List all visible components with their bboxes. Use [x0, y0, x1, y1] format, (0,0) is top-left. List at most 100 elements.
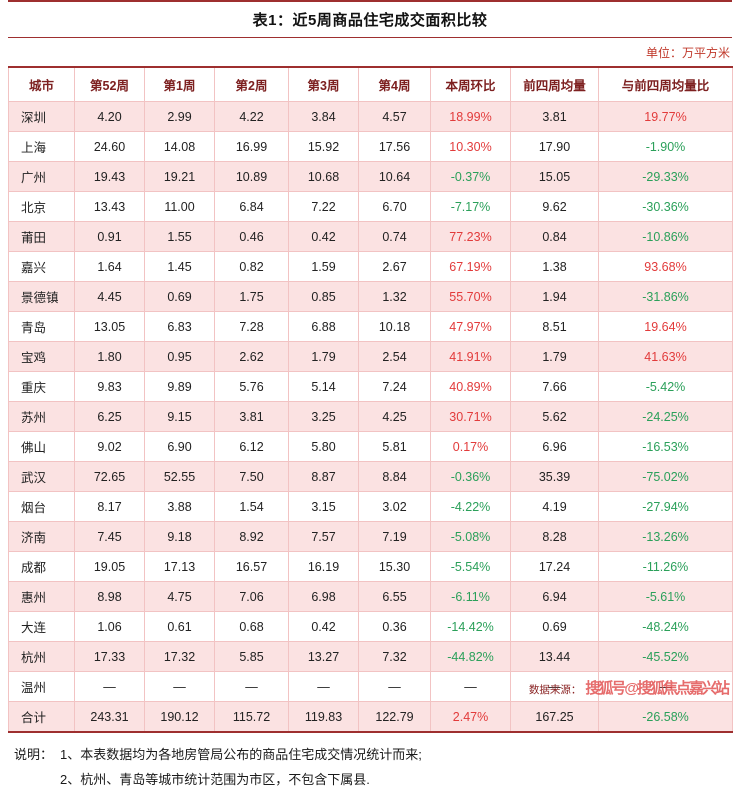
value-cell: 8.28 — [510, 521, 599, 552]
value-cell: 16.19 — [288, 551, 359, 582]
value-cell: -0.37% — [430, 161, 511, 192]
city-cell: 杭州 — [8, 641, 75, 672]
value-cell: -16.53% — [598, 431, 733, 462]
watermark-text: 搜狐号@搜狐焦点嘉兴站 — [585, 680, 730, 697]
value-cell: 17.90 — [510, 131, 599, 162]
table-row: 成都 19.05 17.13 16.57 16.19 15.30 -5.54% 17.24 -1… — [8, 551, 733, 582]
table-row: 深圳 4.20 2.99 4.22 3.84 4.57 18.99% 3.81 19.77% — [8, 101, 733, 132]
value-cell: -7.17% — [430, 191, 511, 222]
value-cell: 2.67 — [358, 251, 431, 282]
value-cell: — — [74, 671, 145, 702]
table-row: 济南 7.45 9.18 8.92 7.57 7.19 -5.08% 8.28 -13.26% — [8, 521, 733, 552]
note-line-1: 说明： 1、本表数据均为各地房管局公布的商品住宅成交情况统计而来; — [14, 742, 732, 767]
city-cell: 上海 — [8, 131, 75, 162]
value-cell: 2.62 — [214, 341, 289, 372]
value-cell: 11.00 — [144, 191, 215, 222]
value-cell: 41.63% — [598, 341, 733, 372]
value-cell: 190.12 — [144, 701, 215, 733]
value-cell: 5.85 — [214, 641, 289, 672]
value-cell: -13.26% — [598, 521, 733, 552]
value-cell: 19.05 — [74, 551, 145, 582]
value-cell: 1.55 — [144, 221, 215, 252]
column-header-5: 第4周 — [358, 67, 431, 102]
value-cell: — — [510, 671, 599, 702]
value-cell: 1.64 — [74, 251, 145, 282]
source-row: 数据来源： 搜狐号@搜狐焦点嘉兴站 — [528, 677, 730, 698]
source-label: 数据来源： — [528, 684, 582, 696]
table-row: 大连 1.06 0.61 0.68 0.42 0.36 -14.42% 0.69 -48.24% — [8, 611, 733, 642]
value-cell: 122.79 — [358, 701, 431, 733]
value-cell: 15.05 — [510, 161, 599, 192]
value-cell: -24.25% — [598, 401, 733, 432]
value-cell: 7.22 — [288, 191, 359, 222]
value-cell: 13.44 — [510, 641, 599, 672]
value-cell: 7.28 — [214, 311, 289, 342]
value-cell: -48.24% — [598, 611, 733, 642]
value-cell: 3.84 — [288, 101, 359, 132]
data-table: 城市 第52周 第1周 第2周 第3周 第4周 本周环比 前四周均量 与前四周均量比 深圳 4.2… — [8, 66, 733, 733]
value-cell: — — [358, 671, 431, 702]
value-cell: 19.21 — [144, 161, 215, 192]
city-cell: 大连 — [8, 611, 75, 642]
value-cell: 72.65 — [74, 461, 145, 492]
value-cell: 3.88 — [144, 491, 215, 522]
value-cell: 115.72 — [214, 701, 289, 733]
table-row: 宝鸡 1.80 0.95 2.62 1.79 2.54 41.91% 1.79 41.63% — [8, 341, 733, 372]
table-row: 温州 — — — — — — — — — [8, 671, 733, 702]
table-row: 嘉兴 1.64 1.45 0.82 1.59 2.67 67.19% 1.38 93.68% — [8, 251, 733, 282]
value-cell: 0.84 — [510, 221, 599, 252]
value-cell: 1.79 — [288, 341, 359, 372]
table-row: 惠州 8.98 4.75 7.06 6.98 6.55 -6.11% 6.94 -5.61% — [8, 581, 733, 612]
value-cell: 9.62 — [510, 191, 599, 222]
value-cell: 0.74 — [358, 221, 431, 252]
value-cell: 0.36 — [358, 611, 431, 642]
value-cell: 1.59 — [288, 251, 359, 282]
value-cell: 17.32 — [144, 641, 215, 672]
value-cell: 3.25 — [288, 401, 359, 432]
value-cell: 5.76 — [214, 371, 289, 402]
city-cell: 重庆 — [8, 371, 75, 402]
value-cell: — — [430, 671, 511, 702]
city-cell: 烟台 — [8, 491, 75, 522]
value-cell: 16.99 — [214, 131, 289, 162]
value-cell: 4.20 — [74, 101, 145, 132]
value-cell: 6.84 — [214, 191, 289, 222]
city-cell: 济南 — [8, 521, 75, 552]
value-cell: 6.83 — [144, 311, 215, 342]
value-cell: 0.68 — [214, 611, 289, 642]
value-cell: 7.19 — [358, 521, 431, 552]
value-cell: 5.81 — [358, 431, 431, 462]
value-cell: 6.12 — [214, 431, 289, 462]
value-cell: 40.89% — [430, 371, 511, 402]
value-cell: 15.30 — [358, 551, 431, 582]
value-cell: 0.42 — [288, 221, 359, 252]
value-cell: -4.22% — [430, 491, 511, 522]
city-cell: 深圳 — [8, 101, 75, 132]
column-header-2: 第1周 — [144, 67, 215, 102]
value-cell: — — [598, 671, 733, 702]
value-cell: 8.98 — [74, 581, 145, 612]
value-cell: 24.60 — [74, 131, 145, 162]
value-cell: 1.75 — [214, 281, 289, 312]
value-cell: 77.23% — [430, 221, 511, 252]
value-cell: 15.92 — [288, 131, 359, 162]
table-row: 武汉 72.65 52.55 7.50 8.87 8.84 -0.36% 35.39 -75.0… — [8, 461, 733, 492]
value-cell: 3.02 — [358, 491, 431, 522]
value-cell: 167.25 — [510, 701, 599, 733]
value-cell: 10.68 — [288, 161, 359, 192]
table-row: 重庆 9.83 9.89 5.76 5.14 7.24 40.89% 7.66 -5.42% — [8, 371, 733, 402]
value-cell: -11.26% — [598, 551, 733, 582]
value-cell: 119.83 — [288, 701, 359, 733]
notes-block: 说明： 1、本表数据均为各地房管局公布的商品住宅成交情况统计而来; 2、杭州、青岛… — [8, 742, 732, 793]
value-cell: -10.86% — [598, 221, 733, 252]
city-cell: 嘉兴 — [8, 251, 75, 282]
value-cell: 9.15 — [144, 401, 215, 432]
value-cell: 6.55 — [358, 581, 431, 612]
value-cell: 1.38 — [510, 251, 599, 282]
value-cell: 0.69 — [144, 281, 215, 312]
value-cell: -5.08% — [430, 521, 511, 552]
city-cell: 广州 — [8, 161, 75, 192]
value-cell: 6.94 — [510, 581, 599, 612]
value-cell: 7.57 — [288, 521, 359, 552]
value-cell: 9.18 — [144, 521, 215, 552]
